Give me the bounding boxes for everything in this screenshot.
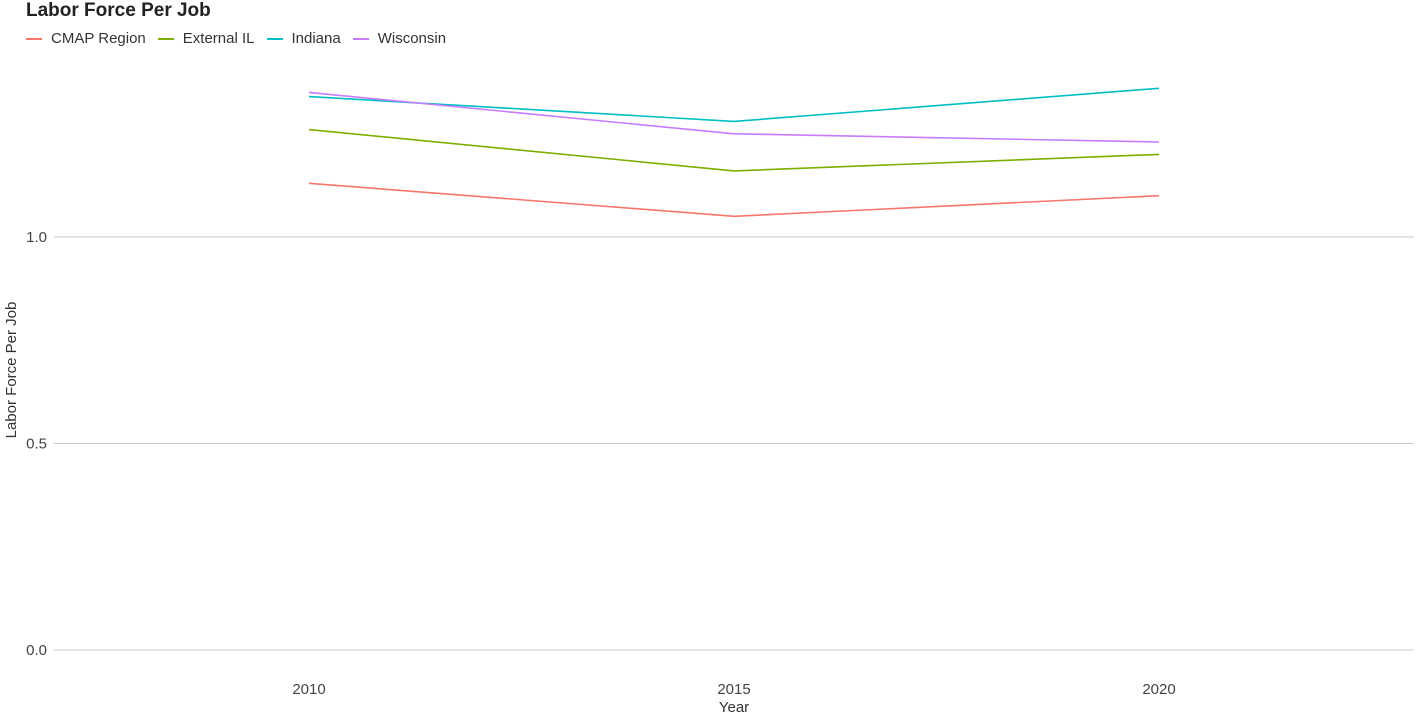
series-line-cmap-region	[308, 182, 1160, 218]
x-axis-ticks: 2010 2015 2020	[292, 681, 1175, 698]
legend-label-cmap-region: CMAP Region	[51, 30, 146, 47]
y-tick-label: 0.0	[26, 642, 47, 659]
x-axis-title: Year	[719, 699, 749, 716]
legend-item-wisconsin: Wisconsin	[352, 30, 447, 47]
legend: CMAP Region External IL Indiana Wisconsi…	[26, 30, 446, 47]
series-line-external-il	[308, 128, 1160, 172]
x-tick-label: 2020	[1142, 681, 1175, 698]
legend-swatch-wisconsin	[352, 37, 369, 40]
series-lines	[308, 87, 1160, 218]
y-axis-title: Labor Force Per Job	[3, 302, 20, 439]
y-axis-ticks: 0.0 0.5 1.0	[26, 229, 47, 659]
legend-item-cmap-region: CMAP Region	[26, 30, 146, 47]
series-line-wisconsin	[308, 91, 1160, 143]
x-tick-label: 2010	[292, 681, 325, 698]
legend-label-wisconsin: Wisconsin	[377, 30, 447, 47]
chart-title: Labor Force Per Job	[26, 0, 211, 21]
legend-label-external-il: External IL	[182, 30, 255, 47]
legend-swatch-external-il	[157, 37, 174, 40]
legend-item-indiana: Indiana	[266, 30, 341, 47]
y-tick-label: 0.5	[26, 436, 47, 453]
series-line-indiana	[308, 87, 1160, 123]
grid-lines	[54, 236, 1414, 651]
legend-swatch-indiana	[266, 37, 283, 40]
legend-label-indiana: Indiana	[291, 30, 341, 47]
legend-item-external-il: External IL	[157, 30, 255, 47]
y-tick-label: 1.0	[26, 229, 47, 246]
legend-swatch-cmap-region	[26, 37, 42, 40]
x-tick-label: 2015	[717, 681, 750, 698]
